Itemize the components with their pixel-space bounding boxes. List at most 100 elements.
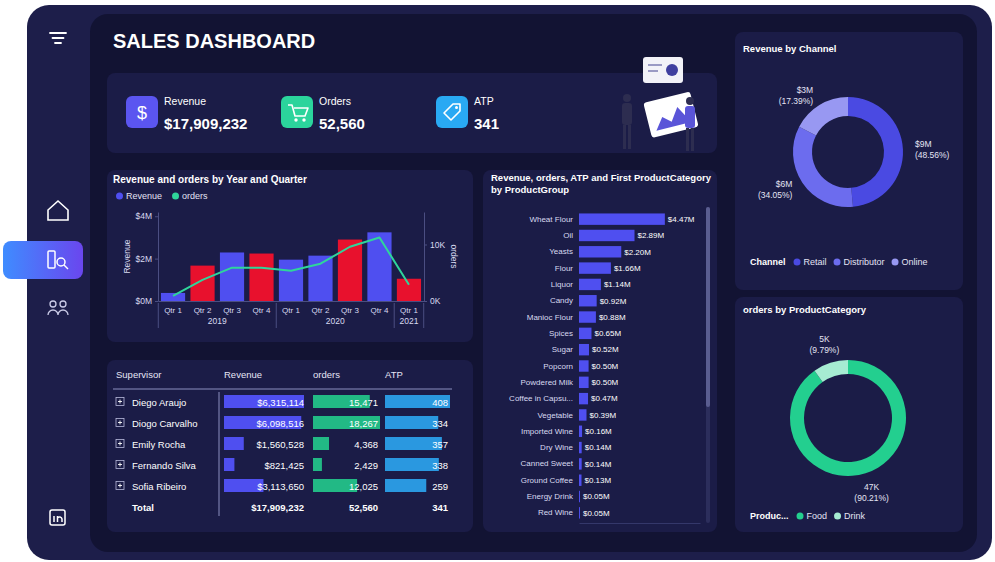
donut-chart: Revenue by Channel$9M(48.56%)$6M(34.05%)… (735, 32, 963, 290)
data-label: $0.50M (592, 378, 619, 387)
data-label: $2.89M (638, 231, 665, 240)
tick: Qtr 1 (400, 301, 418, 315)
slice (815, 360, 848, 382)
tick: Red Wine (538, 508, 576, 517)
bar (579, 295, 597, 306)
data-label: $3M (797, 85, 814, 95)
y2-axis: 0K 10K (424, 213, 445, 307)
tick-label: $0M (135, 296, 152, 306)
tick: Vegetable (537, 411, 576, 420)
expand-plus (120, 400, 121, 404)
legend-label: Distributor (844, 257, 885, 267)
tick: Liquor (551, 280, 576, 289)
icon-part (444, 104, 460, 120)
kpi: Orders 52,560 (281, 95, 365, 132)
illus-body (622, 103, 632, 125)
tick: Canned Sweet (521, 459, 576, 468)
illus-pie (666, 64, 678, 76)
data-label: (9.79%) (810, 345, 840, 355)
total-text: $17,909,232 (251, 502, 304, 513)
donut-chart: orders by ProductCategory47K(90.21%)5K(9… (735, 297, 963, 532)
data-label: $2.20M (624, 248, 651, 257)
expand-box (116, 482, 124, 490)
group-separator (423, 303, 424, 328)
cell-text: 334 (432, 418, 448, 429)
legend-swatch (797, 513, 804, 520)
cell-text: $3,113,650 (257, 481, 304, 492)
tick-label: Oil (563, 231, 573, 240)
illus-line (648, 64, 662, 66)
illus-card (643, 57, 683, 83)
table-row: Emily Rocha$1,560,5284,368357 (116, 437, 448, 450)
illus-head (686, 97, 694, 105)
legend-title: Channel (750, 257, 786, 267)
bar (579, 311, 596, 322)
icon-part (50, 510, 65, 525)
tick: Popcorn (543, 362, 576, 371)
title-line: Revenue, orders, ATP and First ProductCa… (491, 172, 712, 183)
data-labels: $9M(48.56%)$6M(34.05%)$3M(17.39%) (758, 85, 950, 201)
icon-line (50, 32, 66, 34)
bar (579, 246, 621, 257)
tick: Manioc Flour (527, 313, 576, 322)
data-label: (34.05%) (758, 190, 793, 200)
line (173, 237, 409, 295)
group-separator (276, 303, 277, 328)
chart-title: Revenue and orders by Year and Quarter (113, 174, 307, 185)
tick: Qtr 2 (312, 301, 330, 315)
y-axis-title: Revenue (122, 239, 132, 273)
people-icon (48, 301, 68, 315)
tick: Coffee in Capsu... (509, 394, 576, 403)
tick-mark (155, 259, 158, 260)
group-separator (394, 303, 395, 328)
illus-head (623, 94, 631, 102)
icon-part (288, 105, 308, 116)
slice (848, 97, 903, 207)
expand-box (116, 440, 124, 448)
data-label: (17.39%) (779, 96, 814, 106)
scrollbar-thumb (706, 207, 710, 407)
tick: 0K (424, 296, 441, 306)
bar (579, 262, 611, 273)
data-bar (224, 395, 304, 408)
tick-label: Canned Sweet (521, 459, 574, 468)
kpi-icon-glyph: $ (137, 103, 147, 123)
group-separator (158, 303, 159, 328)
axis-line (580, 523, 701, 524)
total-text: 341 (432, 502, 449, 513)
scrollbar-track (706, 207, 710, 523)
tick: Qtr 2 (194, 301, 212, 315)
dashboard: SALES DASHBOARD$Revenue$17,909,232Orders… (0, 0, 995, 562)
axis-line (159, 301, 425, 302)
tick-mark (155, 301, 158, 302)
bar (579, 328, 591, 339)
tick: Qtr 3 (223, 301, 241, 315)
kpi: ATP341 (436, 95, 499, 132)
data-bar (224, 437, 244, 450)
bar (579, 475, 581, 486)
panel (735, 32, 963, 290)
filter-icon (50, 33, 66, 43)
bar (579, 360, 589, 371)
illustration (622, 57, 699, 151)
tick: Spices (549, 329, 576, 338)
tick: Qtr 4 (253, 301, 271, 315)
total-text: 52,560 (349, 502, 378, 513)
cell-text: 4,368 (354, 439, 378, 450)
expand-plus (120, 484, 121, 488)
tick-label: Qtr 1 (164, 306, 182, 315)
bar (579, 442, 582, 453)
icon-part (48, 251, 55, 268)
data-bar (313, 416, 380, 429)
bar (579, 491, 580, 502)
tick: 10K (424, 240, 445, 250)
tick: Energy Drink (527, 492, 576, 501)
x-groups: 201920202021 (158, 303, 423, 328)
panel (483, 170, 717, 532)
cell-text: 12,025 (349, 481, 378, 492)
bar (579, 507, 580, 518)
tick: Powdered Milk (521, 378, 576, 387)
kpi-label: Orders (319, 95, 351, 107)
bar (579, 279, 601, 290)
kpi-value: 52,560 (319, 115, 365, 132)
